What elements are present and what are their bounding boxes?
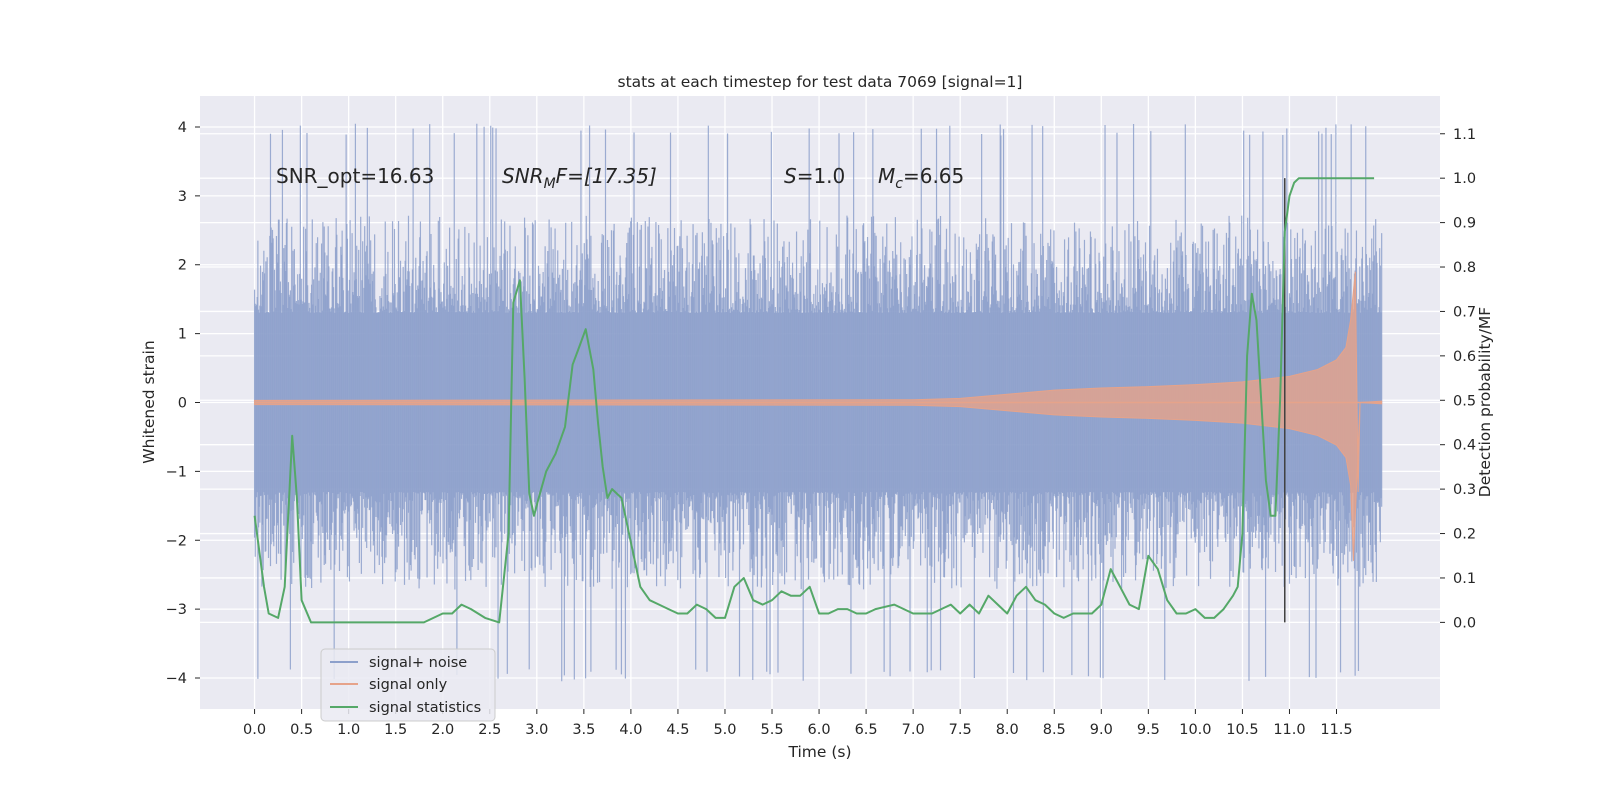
x-tick-label: 6.5 (855, 722, 878, 738)
annotation-snr-mf: SNRMF=[17.35] (502, 164, 657, 192)
legend-box (320, 648, 496, 722)
chart-title: stats at each timestep for test data 706… (618, 73, 1023, 91)
y2-axis-label: Detection probability/MF (1476, 307, 1494, 498)
x-tick-label: 7.5 (949, 722, 972, 738)
y2-tick-label: 1.0 (1453, 171, 1476, 187)
x-tick-label: 7.0 (902, 722, 925, 738)
annotation-snr-opt: SNR_opt=16.63 (276, 164, 434, 188)
signal-envelope (254, 271, 1383, 561)
annotation-s-rest: =1.0 (797, 164, 846, 188)
y-tick-label: 0 (178, 396, 187, 412)
y2-tick-label: 0.4 (1453, 438, 1476, 454)
annotation-mc: Mc=6.65 (878, 164, 964, 192)
y-tick-label: 3 (178, 189, 187, 205)
legend-label-signal-only: signal only (369, 677, 448, 693)
annotation-s-main: S (784, 164, 797, 188)
x-tick-label: 9.0 (1090, 722, 1113, 738)
x-tick-label: 3.0 (525, 722, 548, 738)
x-tick-label: 4.0 (619, 722, 642, 738)
y2-tick-label: 0.1 (1453, 571, 1476, 587)
y-tick-label: −3 (166, 602, 187, 618)
y2-tick-label: 0.0 (1453, 615, 1476, 631)
x-tick-labels: 0.0 0.5 1.0 1.5 2.0 2.5 3.0 3.5 4.0 4.5 5.0 5.5 6.0 6… (243, 709, 1353, 738)
x-tick-label: 5.0 (713, 722, 736, 738)
x-tick-label: 1.0 (337, 722, 360, 738)
x-tick-label: 9.5 (1137, 722, 1160, 738)
signal-only-series (254, 271, 1383, 561)
x-tick-label: 10.0 (1179, 722, 1211, 738)
x-tick-label: 10.5 (1226, 722, 1258, 738)
y2-tick-label: 0.7 (1453, 304, 1476, 320)
y2-tick-label: 1.1 (1453, 127, 1476, 143)
y2-tick-label: 0.8 (1453, 260, 1476, 276)
x-tick-label: 6.0 (808, 722, 831, 738)
y2-tick-label: 0.6 (1453, 349, 1476, 365)
annotation-mc-sub: c (895, 176, 903, 192)
annotation-snr-mf-rest: F=[17.35] (556, 164, 657, 188)
x-tick-label: 0.0 (243, 722, 266, 738)
x-tick-label: 1.5 (384, 722, 407, 738)
y2-tick-label: 0.5 (1453, 393, 1476, 409)
annotation-snr-mf-sub: M (544, 176, 556, 192)
y-tick-label: −4 (166, 671, 187, 687)
y-tick-label: 4 (178, 120, 187, 136)
y-tick-label: −2 (166, 533, 187, 549)
annotation-snr-mf-main: SNR (502, 164, 544, 188)
y2-tick-label: 0.3 (1453, 482, 1476, 498)
x-tick-label: 5.5 (760, 722, 783, 738)
x-tick-label: 8.5 (1043, 722, 1066, 738)
x-tick-label: 8.0 (996, 722, 1019, 738)
x-tick-label: 2.5 (478, 722, 501, 738)
legend-label-signal-noise: signal+ noise (369, 655, 467, 671)
signal-statistics-line (253, 177, 1375, 624)
legend-label-signal-statistics: signal statistics (369, 700, 481, 716)
y-tick-label: 2 (178, 258, 187, 274)
x-tick-label: 0.5 (290, 722, 313, 738)
y2-tick-labels: 1.1 1.0 0.9 0.8 0.7 0.6 0.5 0.4 0.3 0.2 0.1 0.0 (1440, 127, 1476, 631)
y-axis-label: Whitened strain (140, 340, 158, 463)
legend: signal+ noise signal only signal statist… (320, 648, 496, 722)
x-tick-label: 3.5 (572, 722, 595, 738)
y-tick-label: −1 (166, 464, 187, 480)
annotation-mc-main: M (878, 164, 895, 188)
annotation-mc-rest: =6.65 (903, 164, 964, 188)
x-axis-label: Time (s) (787, 743, 851, 761)
x-tick-label: 4.5 (666, 722, 689, 738)
x-tick-label: 11.0 (1273, 722, 1305, 738)
y-tick-label: 1 (178, 327, 187, 343)
y2-tick-label: 0.9 (1453, 216, 1476, 232)
signal-statistics-series (253, 177, 1375, 624)
x-tick-label: 2.0 (431, 722, 454, 738)
x-tick-label: 11.5 (1320, 722, 1352, 738)
annotation-s: S=1.0 (784, 164, 845, 188)
y-tick-labels: 4 3 2 1 0 −1 −2 −3 −4 (166, 120, 200, 687)
y2-tick-label: 0.2 (1453, 527, 1476, 543)
